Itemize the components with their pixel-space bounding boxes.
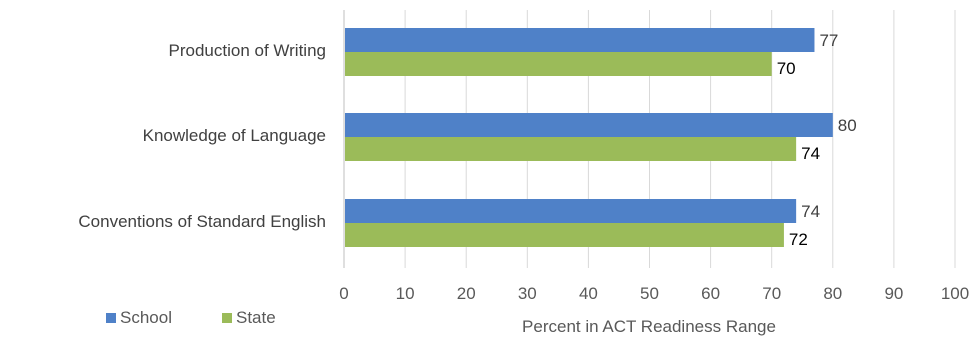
legend: School State <box>106 308 276 327</box>
data-label-school: 74 <box>801 202 820 221</box>
x-tick-label: 60 <box>701 284 720 303</box>
x-tick-label: 40 <box>579 284 598 303</box>
x-tick-label: 50 <box>640 284 659 303</box>
category-label: Conventions of Standard English <box>78 212 326 231</box>
bar-state <box>345 223 784 247</box>
bar-state <box>345 52 772 76</box>
bar-school <box>345 113 833 137</box>
x-tick-label: 90 <box>884 284 903 303</box>
x-tick-label: 10 <box>396 284 415 303</box>
bar-school <box>345 199 797 223</box>
bar-school <box>345 28 815 52</box>
category-label: Knowledge of Language <box>143 126 326 145</box>
data-label-state: 74 <box>801 144 820 163</box>
x-tick-labels: 0 10 20 30 40 50 60 70 80 90 100 <box>339 284 969 303</box>
x-axis-title: Percent in ACT Readiness Range <box>522 317 776 336</box>
x-tick-label: 80 <box>823 284 842 303</box>
category-label: Production of Writing <box>169 41 326 60</box>
bar-state <box>345 137 797 161</box>
legend-label-state: State <box>236 308 276 327</box>
x-tick-label: 0 <box>339 284 348 303</box>
legend-swatch-school <box>106 313 116 323</box>
bars <box>345 28 833 247</box>
data-label-state: 72 <box>789 230 808 249</box>
data-label-school: 77 <box>819 31 838 50</box>
x-tick-label: 70 <box>762 284 781 303</box>
legend-label-school: School <box>120 308 172 327</box>
x-tick-label: 30 <box>518 284 537 303</box>
data-label-state: 70 <box>777 59 796 78</box>
x-tick-label: 100 <box>941 284 969 303</box>
data-labels: 77 70 80 74 74 72 <box>777 31 857 249</box>
x-tick-label: 20 <box>457 284 476 303</box>
legend-swatch-state <box>222 313 232 323</box>
category-labels: Production of Writing Knowledge of Langua… <box>78 41 326 231</box>
data-label-school: 80 <box>838 116 857 135</box>
